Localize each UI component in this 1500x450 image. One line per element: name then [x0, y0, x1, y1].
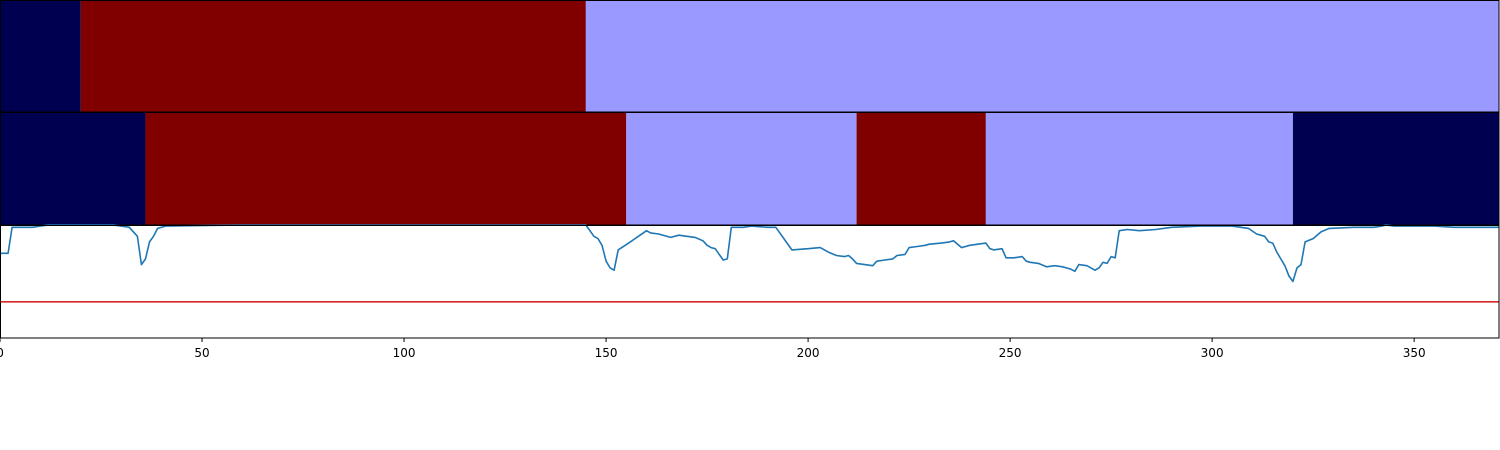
- segment-row1-1: [0, 1, 81, 112]
- segment-row2-5: [985, 113, 1293, 225]
- segment-row2-6: [1292, 113, 1499, 225]
- x-tick-label-200: 200: [797, 346, 820, 360]
- x-tick-label-300: 300: [1201, 346, 1224, 360]
- x-axis: 0 50 100 150 200 250 300 350: [0, 338, 1426, 360]
- signal-panel-frame: [0, 225, 1500, 339]
- x-tick-label-350: 350: [1403, 346, 1426, 360]
- segment-row2-4: [856, 113, 986, 225]
- x-tick-label-250: 250: [999, 346, 1022, 360]
- segment-row-2: [0, 112, 1500, 226]
- x-tick-label-0: 0: [0, 346, 4, 360]
- segment-row-1: [0, 0, 1500, 113]
- signal-line: [0, 224, 1499, 283]
- segment-row1-3: [585, 1, 1499, 112]
- segment-row2-1: [0, 113, 146, 225]
- x-tick-label-150: 150: [595, 346, 618, 360]
- segment-row1-2: [80, 1, 586, 112]
- segment-row2-3: [626, 113, 857, 225]
- segment-row2-2: [145, 113, 627, 225]
- x-tick-label-100: 100: [393, 346, 416, 360]
- signal-panel: [0, 224, 1500, 339]
- x-tick-label-50: 50: [194, 346, 209, 360]
